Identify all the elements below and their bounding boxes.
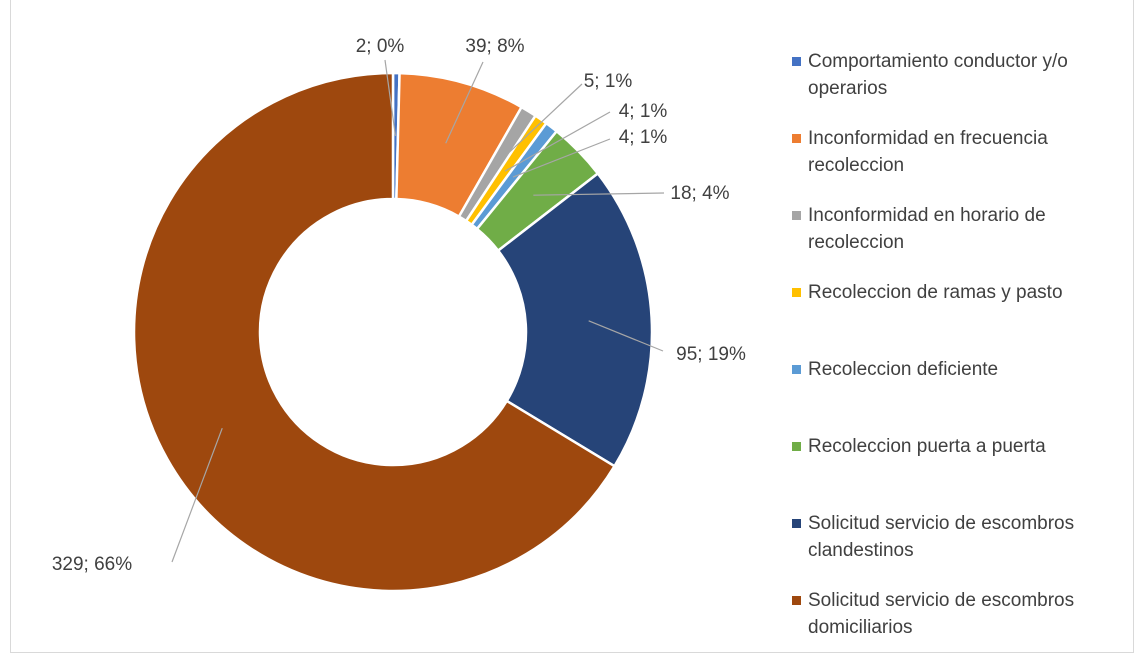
legend-item-puerta-a-puerta: Recoleccion puerta a puerta bbox=[792, 433, 1122, 460]
data-label-1: 39; 8% bbox=[465, 36, 524, 57]
leader-line-6 bbox=[588, 320, 664, 352]
legend-item-ramas-pasto: Recoleccion de ramas y pasto bbox=[792, 279, 1122, 306]
leader-lines bbox=[171, 59, 665, 563]
legend: Comportamiento conductor y/o operarios I… bbox=[792, 42, 1122, 641]
legend-swatch bbox=[792, 519, 801, 528]
data-label-3: 4; 1% bbox=[619, 101, 668, 122]
leader-line-4 bbox=[512, 138, 611, 178]
donut-slices bbox=[132, 71, 654, 593]
slice-7 bbox=[132, 71, 617, 593]
legend-label: Recoleccion de ramas y pasto bbox=[808, 282, 1063, 303]
leader-line-5 bbox=[533, 192, 665, 196]
legend-label: Solicitud servicio de escombros clandest… bbox=[808, 513, 1075, 561]
data-label-0: 2; 0% bbox=[356, 36, 405, 57]
legend-label: Inconformidad en frecuencia recoleccion bbox=[808, 128, 1048, 176]
data-label-5: 18; 4% bbox=[670, 183, 729, 204]
data-label-4: 4; 1% bbox=[619, 127, 668, 148]
legend-item-escombros-clandestinos: Solicitud servicio de escombros clandest… bbox=[792, 510, 1122, 564]
legend-label: Inconformidad en horario de recoleccion bbox=[808, 205, 1046, 253]
legend-item-horario-recoleccion: Inconformidad en horario de recoleccion bbox=[792, 202, 1122, 256]
data-labels: 2; 0% 39; 8% 5; 1% 4; 1% 4; 1% 18; 4% 95; 19% 3… bbox=[52, 36, 746, 575]
legend-label: Recoleccion puerta a puerta bbox=[808, 436, 1046, 457]
legend-swatch bbox=[792, 288, 801, 297]
chart-border bbox=[10, 0, 1134, 653]
slice-6 bbox=[496, 171, 654, 468]
legend-swatch bbox=[792, 365, 801, 374]
data-label-2: 5; 1% bbox=[584, 71, 633, 92]
legend-swatch bbox=[792, 211, 801, 220]
legend-item-comportamiento-conductor: Comportamiento conductor y/o operarios bbox=[792, 48, 1122, 102]
legend-label: Solicitud servicio de escombros domicili… bbox=[808, 590, 1075, 638]
legend-swatch bbox=[792, 134, 801, 143]
data-label-6: 95; 19% bbox=[676, 344, 746, 365]
legend-swatch bbox=[792, 57, 801, 66]
leader-line-3 bbox=[504, 111, 611, 172]
leader-line-0 bbox=[384, 59, 397, 137]
leader-line-7 bbox=[171, 427, 223, 563]
legend-label: Recoleccion deficiente bbox=[808, 359, 999, 380]
legend-swatch bbox=[792, 596, 801, 605]
leader-line-1 bbox=[445, 61, 484, 144]
legend-item-frecuencia-recoleccion: Inconformidad en frecuencia recoleccion bbox=[792, 125, 1122, 179]
legend-item-recoleccion-deficiente: Recoleccion deficiente bbox=[792, 356, 1122, 383]
legend-item-escombros-domiciliarios: Solicitud servicio de escombros domicili… bbox=[792, 587, 1122, 641]
legend-swatch bbox=[792, 442, 801, 451]
legend-label: Comportamiento conductor y/o operarios bbox=[808, 51, 1068, 99]
leader-line-2 bbox=[495, 83, 583, 166]
data-label-7: 329; 66% bbox=[52, 554, 132, 575]
